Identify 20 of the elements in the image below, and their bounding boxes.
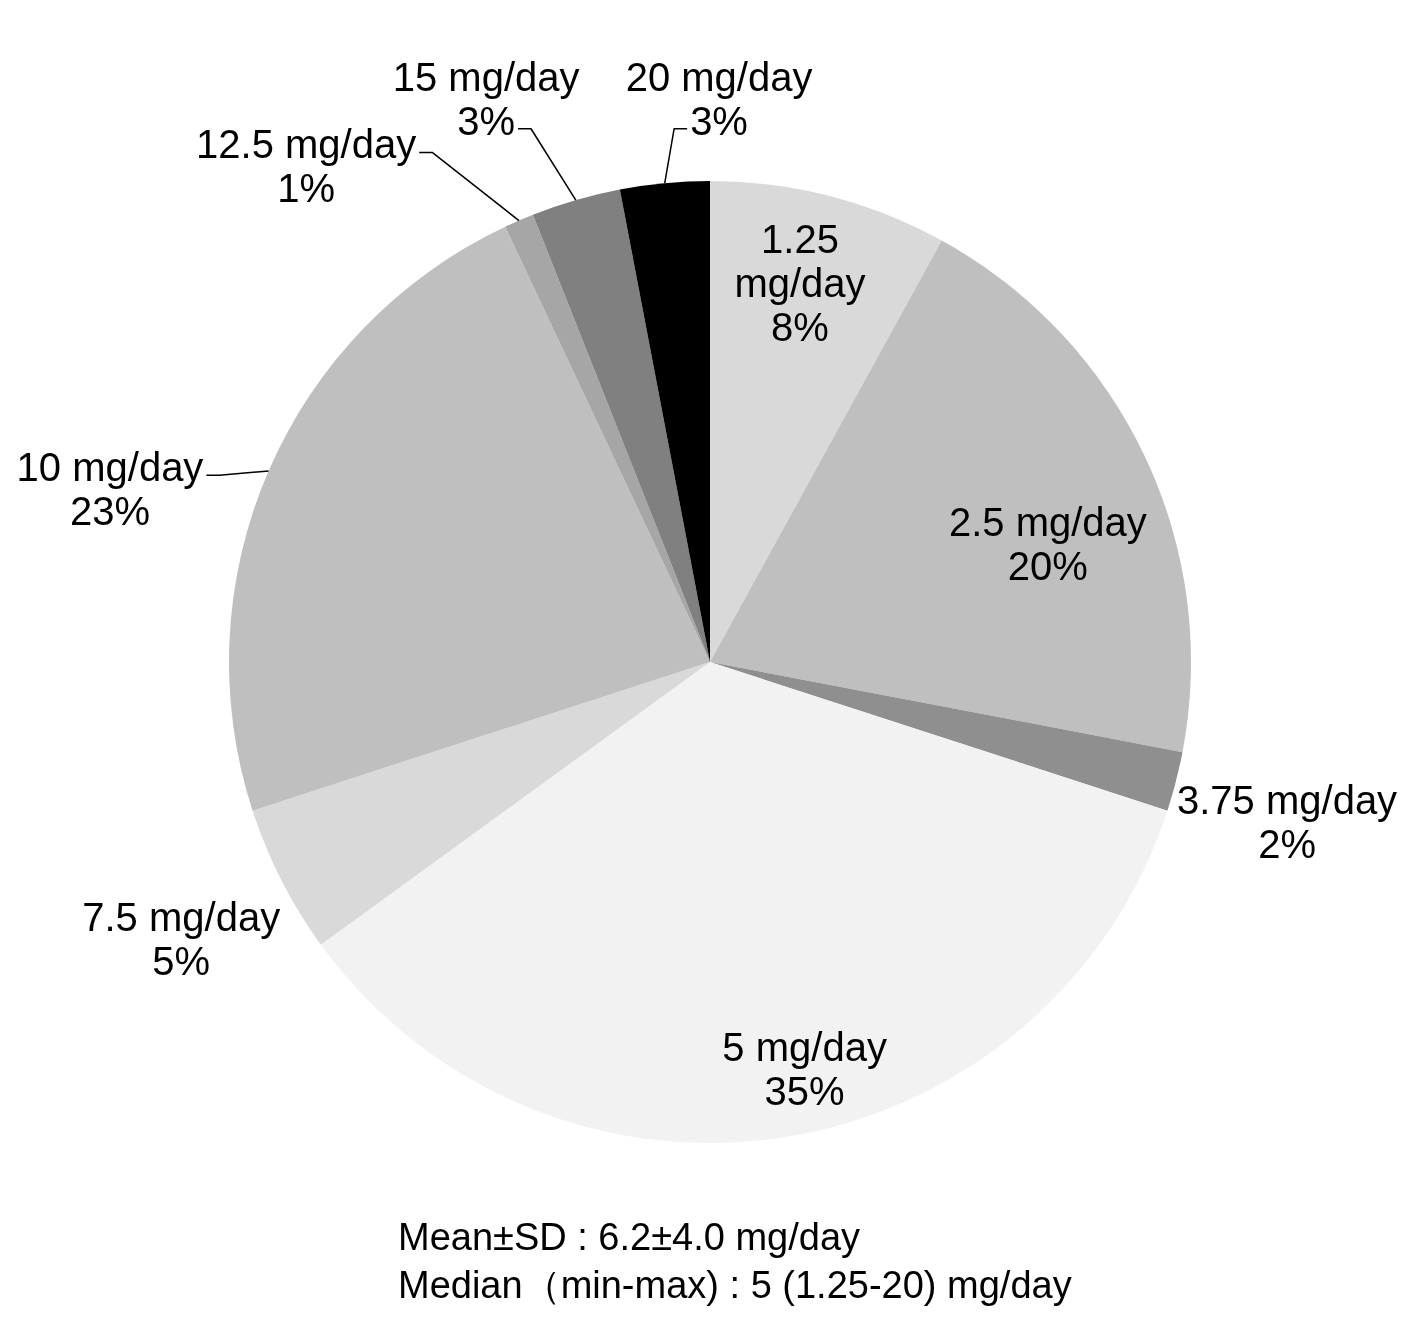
data-label: 20% — [1007, 544, 1088, 588]
slice-label: 5 mg/day — [722, 1024, 887, 1069]
slice-label: 10 mg/day — [16, 445, 204, 490]
data-label: 5% — [152, 938, 211, 983]
slice-label: 20 mg/day — [625, 54, 813, 99]
data-label: 23% — [69, 489, 151, 534]
slice-label: 12.5 mg/day — [196, 122, 417, 167]
slice-label: 1.25 mg/day — [734, 216, 866, 305]
slice-label: 2.5 mg/day — [948, 500, 1147, 544]
data-label: 35% — [764, 1068, 845, 1113]
annotation: Median（min-max) : 5 (1.25-20) mg/day — [398, 1264, 1072, 1306]
data-label: 3% — [690, 98, 748, 143]
slice-label: 3.75 mg/day — [1177, 778, 1398, 823]
annotation: Mean±SD : 6.2±4.0 mg/day — [398, 1216, 861, 1258]
data-label: 3% — [457, 98, 515, 143]
slice-label: 7.5 mg/day — [82, 894, 281, 939]
data-label: 8% — [771, 304, 829, 349]
data-label: 1% — [277, 166, 336, 211]
slice-label: 15 mg/day — [392, 54, 580, 99]
data-label: 2% — [1258, 822, 1316, 867]
